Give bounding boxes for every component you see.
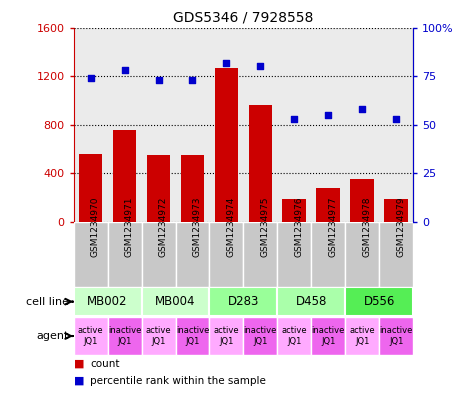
Bar (345, 28, 379, 222)
Bar (74, 317, 107, 355)
Text: inactive
JQ1: inactive JQ1 (244, 326, 277, 346)
Text: active
JQ1: active JQ1 (282, 326, 307, 346)
Bar (142, 28, 176, 222)
Bar (142, 222, 176, 287)
Bar (384, 199, 408, 222)
Text: ■: ■ (74, 359, 84, 369)
Text: GSM1234970: GSM1234970 (91, 197, 100, 257)
Bar (351, 180, 374, 222)
Point (223, 59, 230, 66)
Bar (209, 317, 243, 355)
Bar (176, 28, 209, 222)
Text: agent: agent (37, 331, 69, 341)
Text: active
JQ1: active JQ1 (214, 326, 239, 346)
Bar (312, 28, 345, 222)
Text: D283: D283 (228, 295, 259, 308)
Bar (243, 317, 277, 355)
Text: cell line: cell line (26, 297, 69, 307)
Bar (345, 222, 379, 287)
Bar (180, 154, 204, 222)
Bar (345, 317, 379, 355)
Text: GSM1234973: GSM1234973 (192, 197, 201, 257)
Text: GSM1234971: GSM1234971 (124, 197, 133, 257)
Text: GSM1234975: GSM1234975 (260, 197, 269, 257)
Point (155, 77, 162, 83)
Bar (345, 287, 413, 316)
Bar (277, 28, 311, 222)
Bar (379, 28, 413, 222)
Bar (107, 317, 142, 355)
Text: active
JQ1: active JQ1 (350, 326, 375, 346)
Text: GSM1234974: GSM1234974 (227, 197, 236, 257)
Point (392, 116, 400, 122)
Text: GSM1234976: GSM1234976 (294, 197, 304, 257)
Bar (243, 28, 277, 222)
Bar (243, 222, 277, 287)
Text: active
JQ1: active JQ1 (78, 326, 104, 346)
Point (87, 75, 95, 81)
Bar (79, 154, 103, 222)
Bar (277, 222, 311, 287)
Bar (176, 222, 209, 287)
Bar (316, 188, 340, 222)
Bar (107, 222, 142, 287)
Text: count: count (90, 359, 120, 369)
Text: MB004: MB004 (155, 295, 196, 308)
Bar (209, 222, 243, 287)
Text: active
JQ1: active JQ1 (146, 326, 171, 346)
Text: GSM1234979: GSM1234979 (396, 197, 405, 257)
Bar (277, 317, 311, 355)
Text: GSM1234977: GSM1234977 (328, 197, 337, 257)
Point (121, 67, 128, 73)
Text: MB002: MB002 (87, 295, 128, 308)
Bar (113, 130, 136, 222)
Bar (379, 317, 413, 355)
Point (359, 106, 366, 112)
Text: GSM1234978: GSM1234978 (362, 197, 371, 257)
Bar (74, 28, 107, 222)
Bar (248, 105, 272, 222)
Title: GDS5346 / 7928558: GDS5346 / 7928558 (173, 11, 314, 25)
Point (256, 63, 264, 70)
Bar (277, 287, 345, 316)
Bar (147, 154, 171, 222)
Bar (74, 287, 142, 316)
Text: inactive
JQ1: inactive JQ1 (312, 326, 345, 346)
Bar (283, 199, 306, 222)
Point (324, 112, 332, 118)
Bar (312, 222, 345, 287)
Bar (74, 222, 107, 287)
Bar (312, 317, 345, 355)
Bar (142, 317, 176, 355)
Bar (107, 28, 142, 222)
Text: inactive
JQ1: inactive JQ1 (380, 326, 413, 346)
Text: GSM1234972: GSM1234972 (159, 197, 168, 257)
Text: D458: D458 (295, 295, 327, 308)
Text: D556: D556 (363, 295, 395, 308)
Bar (142, 287, 209, 316)
Text: inactive
JQ1: inactive JQ1 (176, 326, 209, 346)
Text: inactive
JQ1: inactive JQ1 (108, 326, 141, 346)
Bar (176, 317, 209, 355)
Text: ■: ■ (74, 376, 84, 386)
Point (189, 77, 196, 83)
Text: percentile rank within the sample: percentile rank within the sample (90, 376, 266, 386)
Bar (209, 28, 243, 222)
Bar (379, 222, 413, 287)
Bar (215, 68, 238, 222)
Point (291, 116, 298, 122)
Bar (209, 287, 277, 316)
